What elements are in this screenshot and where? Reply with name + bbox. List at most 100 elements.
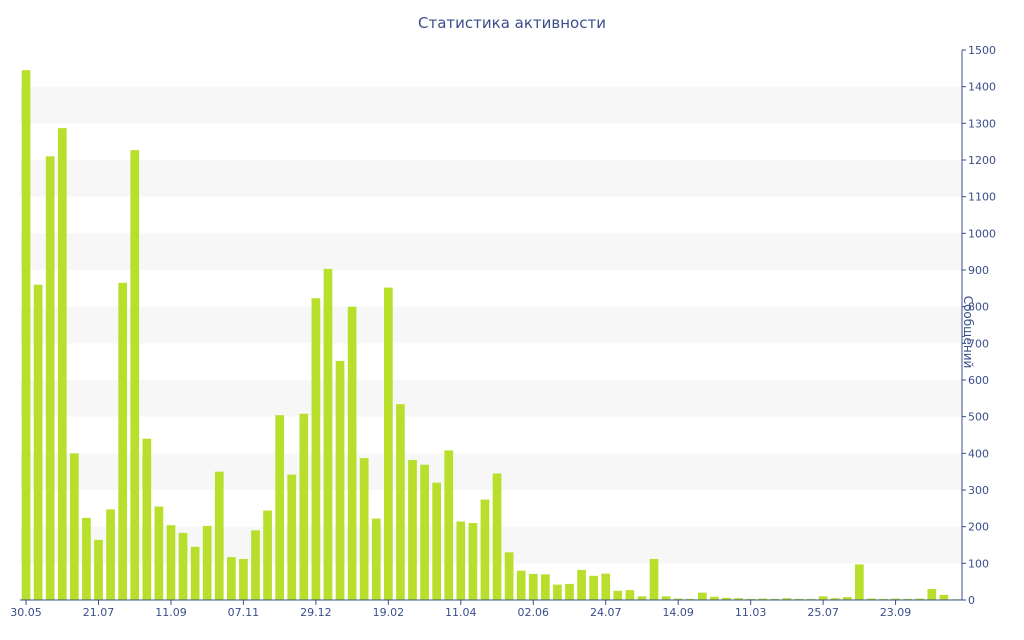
x-tick-label: 29.12 [300, 606, 332, 619]
bar [94, 539, 103, 600]
bar [577, 569, 586, 600]
bar [915, 598, 925, 600]
bar [359, 458, 369, 600]
grid-band [20, 380, 962, 417]
axes-group: 0 100 200 300 400 500 600 700 800 900 1000 1100 1200… [10, 44, 996, 619]
grid-bands [20, 86, 962, 564]
y-tick-label: 1400 [968, 81, 996, 94]
bar [420, 464, 429, 600]
bar [227, 557, 236, 600]
bar [239, 558, 248, 600]
grid-band [20, 160, 962, 197]
bar [746, 598, 756, 600]
bar [371, 518, 381, 600]
bar [275, 415, 285, 600]
bar [601, 573, 611, 600]
bar [879, 598, 888, 600]
x-tick-label: 07.11 [228, 606, 260, 619]
bar [565, 583, 574, 600]
bar [698, 592, 707, 600]
bar [57, 128, 67, 600]
x-tick-label: 11.04 [445, 606, 477, 619]
bar [685, 598, 695, 600]
bar [299, 413, 309, 600]
bars-group [21, 70, 961, 601]
bar [263, 510, 272, 600]
bar [613, 590, 623, 600]
bar [927, 589, 937, 600]
x-tick-label: 14.09 [662, 606, 694, 619]
x-tick-label: 24.07 [590, 606, 622, 619]
bar [70, 453, 79, 600]
y-tick-label: 600 [968, 374, 989, 387]
bar [903, 598, 913, 600]
y-tick-label: 1100 [968, 191, 996, 204]
x-tick-label: 30.05 [10, 606, 42, 619]
bar [830, 598, 840, 600]
bar [504, 552, 514, 600]
bar [287, 474, 297, 600]
bar [142, 438, 152, 600]
y-tick-label: 700 [968, 337, 989, 350]
y-tick-label: 1500 [968, 44, 996, 57]
bar [82, 517, 91, 600]
bar [939, 594, 949, 600]
bar [734, 598, 743, 600]
x-tick-label: 23.09 [880, 606, 912, 619]
bar [722, 597, 731, 600]
bar [492, 473, 502, 600]
bar [33, 284, 43, 600]
bar [190, 546, 200, 600]
bar [468, 523, 478, 600]
y-tick-label: 100 [968, 557, 989, 570]
bar [335, 360, 345, 600]
y-tick-label: 200 [968, 521, 989, 534]
bar [891, 598, 900, 600]
bar [251, 530, 260, 600]
bar [855, 564, 864, 600]
bar [637, 596, 647, 600]
bar [794, 598, 804, 600]
bar [541, 574, 550, 600]
bar [710, 596, 719, 600]
bar [311, 298, 321, 600]
bar [818, 596, 828, 600]
x-tick-label: 02.06 [518, 606, 550, 619]
grid-band [20, 526, 962, 564]
x-tick-label: 19.02 [373, 606, 405, 619]
bar [528, 573, 538, 600]
y-tick-label: 0 [968, 594, 975, 607]
bar [480, 499, 490, 600]
y-tick-label: 900 [968, 264, 989, 277]
chart-title: Статистика активности [418, 14, 606, 32]
bar [178, 532, 188, 600]
bar [323, 268, 333, 600]
bar [432, 482, 442, 600]
bar [21, 70, 31, 601]
bar [154, 506, 164, 600]
bar [625, 590, 635, 600]
bar [444, 450, 454, 600]
x-tick-label: 21.07 [83, 606, 115, 619]
bar [118, 282, 128, 600]
bar [396, 404, 405, 600]
bar [661, 596, 671, 600]
bar [758, 598, 768, 600]
bar [782, 598, 792, 600]
bar [673, 598, 683, 600]
y-tick-label: 300 [968, 484, 989, 497]
x-tick-label: 11.03 [735, 606, 767, 619]
bar [384, 287, 393, 600]
y-tick-label: 1300 [968, 117, 996, 130]
bar [770, 598, 780, 600]
bar [130, 150, 140, 600]
x-tick-label: 25.07 [807, 606, 839, 619]
bar [166, 525, 176, 600]
bar [106, 509, 115, 600]
bar [867, 598, 876, 600]
grid-band [20, 233, 962, 270]
bar [649, 558, 659, 600]
bar [214, 471, 224, 600]
bar [516, 570, 526, 600]
